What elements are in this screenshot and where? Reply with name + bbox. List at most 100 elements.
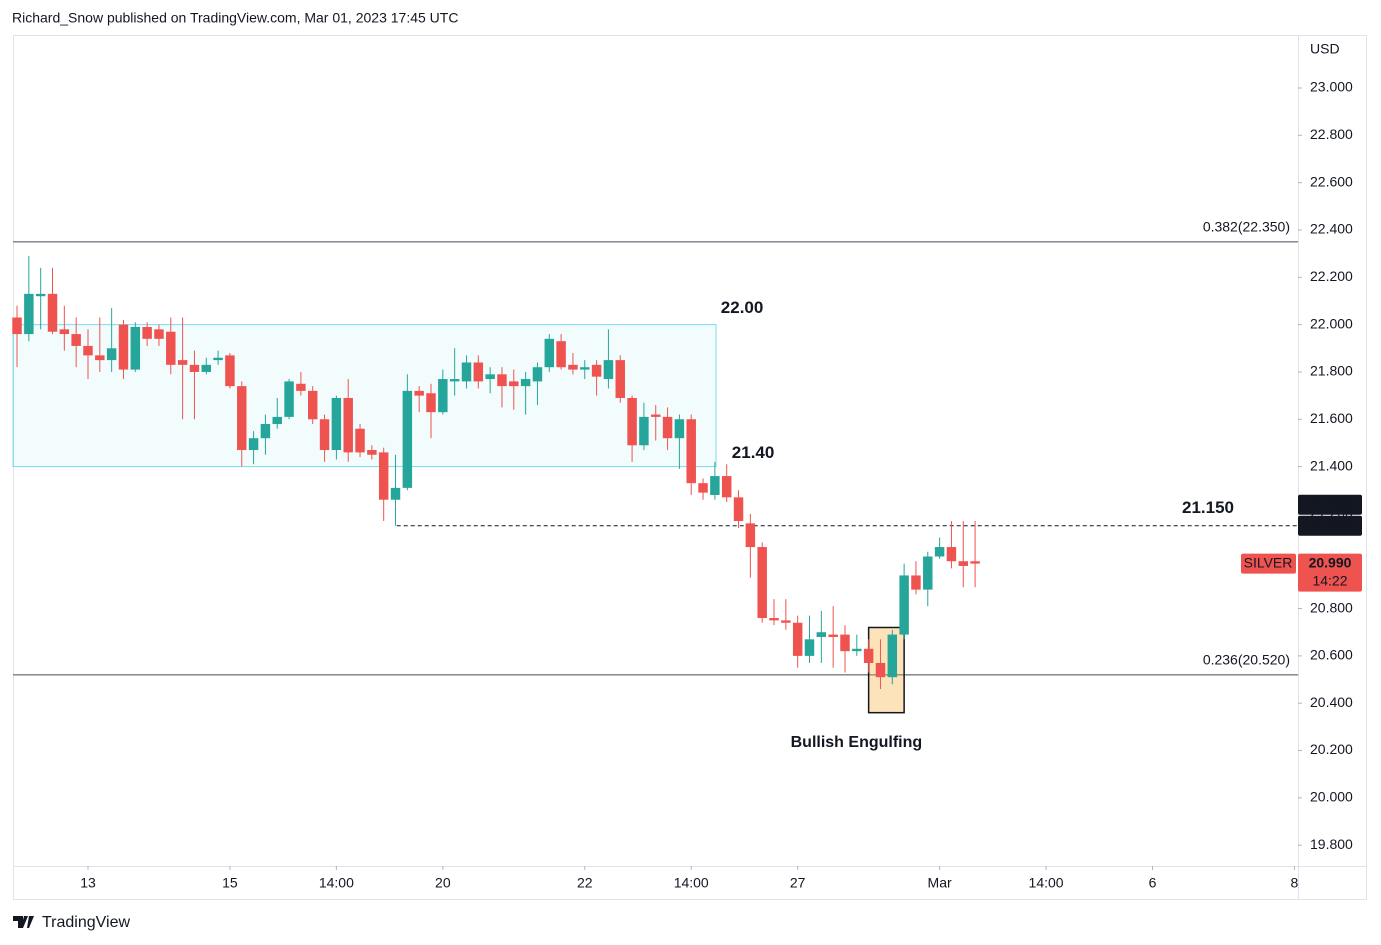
- symbol-tag: [1241, 553, 1296, 574]
- candle: [378, 447, 389, 522]
- y-tick-label: 20.200: [1310, 741, 1353, 757]
- candle: [852, 634, 862, 656]
- x-tick-label: 22: [577, 875, 593, 891]
- candle-body: [840, 634, 850, 652]
- candle: [556, 334, 566, 370]
- candle: [816, 610, 827, 663]
- candle-body: [118, 324, 129, 370]
- candle-body: [142, 326, 152, 339]
- candle-body: [71, 334, 81, 346]
- candle-body: [355, 428, 365, 453]
- candle-body: [757, 547, 767, 619]
- candle-body: [911, 575, 921, 590]
- x-tick-label: 14:00: [319, 875, 354, 891]
- candle-body: [662, 416, 673, 439]
- candle-body: [497, 374, 507, 387]
- dashed-level-label: 21.150: [1182, 498, 1234, 517]
- candle-body: [213, 357, 223, 361]
- candle: [828, 606, 838, 668]
- candle-body: [804, 639, 815, 656]
- candle-body: [47, 293, 58, 332]
- symbol-label: SILVER: [1244, 554, 1293, 570]
- candle-body: [426, 393, 436, 413]
- candle: [201, 357, 212, 375]
- x-tick-label: 8: [1291, 875, 1299, 891]
- candle: [213, 350, 223, 365]
- candle-body: [769, 618, 779, 621]
- candle-body: [272, 416, 282, 424]
- y-tick-label: 20.800: [1310, 599, 1353, 615]
- candle: [580, 360, 590, 380]
- candle-body: [899, 575, 909, 635]
- candle: [615, 355, 625, 403]
- candle: [177, 317, 188, 420]
- fib-label: 0.236(20.520): [1203, 652, 1290, 668]
- candle-body: [698, 483, 708, 493]
- candle: [390, 454, 401, 526]
- candle-body: [260, 423, 271, 439]
- candle: [461, 355, 472, 389]
- candle-body: [35, 293, 46, 297]
- x-tick-label: 13: [80, 875, 96, 891]
- candle-body: [83, 345, 93, 356]
- y-tick-label: 22.400: [1310, 221, 1353, 237]
- candle-body: [733, 497, 744, 522]
- candle: [343, 379, 353, 462]
- candle-body: [781, 620, 791, 623]
- candle-body: [544, 338, 555, 368]
- candle-body: [402, 390, 413, 488]
- x-tick-label: 6: [1149, 875, 1157, 891]
- candle-body: [414, 390, 424, 396]
- y-tick-label: 22.600: [1310, 173, 1353, 189]
- candle: [698, 478, 708, 500]
- candle-body: [319, 419, 330, 451]
- candle: [627, 395, 637, 462]
- candle: [958, 521, 968, 588]
- candle-body: [106, 348, 117, 361]
- candle: [83, 329, 93, 380]
- candle-body: [923, 556, 933, 590]
- candle: [71, 317, 81, 368]
- candle: [402, 374, 413, 491]
- candle-body: [946, 547, 957, 562]
- candle: [970, 521, 980, 588]
- candle: [130, 322, 141, 372]
- candle: [106, 308, 117, 372]
- y-tick-label: 21.600: [1310, 410, 1353, 426]
- candle: [544, 334, 555, 372]
- candle: [899, 563, 909, 640]
- candle-body: [875, 662, 886, 678]
- candle: [225, 353, 235, 389]
- candle-body: [390, 487, 401, 500]
- candle: [568, 353, 578, 375]
- candle: [923, 551, 933, 607]
- candle: [686, 414, 696, 495]
- candle: [272, 397, 282, 429]
- candle-body: [580, 367, 590, 370]
- x-tick-label: 14:00: [1029, 875, 1064, 891]
- candle: [118, 319, 129, 380]
- candle-body: [603, 360, 614, 380]
- candle-body: [331, 397, 342, 451]
- candle-body: [556, 341, 566, 368]
- candle: [651, 405, 661, 441]
- y-tick-label: 20.000: [1310, 789, 1353, 805]
- candle: [520, 371, 531, 415]
- header: Richard_Snow published on TradingView.co…: [12, 10, 458, 26]
- last-price-tag: [1298, 553, 1362, 592]
- candle-body: [237, 386, 247, 451]
- candle: [426, 383, 436, 439]
- y-tick-label: 19.800: [1310, 836, 1353, 852]
- candle-body: [189, 364, 200, 372]
- candle: [863, 639, 874, 673]
- candle-body: [225, 355, 235, 387]
- candle: [142, 322, 152, 346]
- candle-body: [970, 561, 980, 564]
- candle: [473, 355, 484, 389]
- countdown-label: 14:22: [1312, 572, 1347, 588]
- zone-top-label: 22.00: [721, 298, 764, 317]
- candle: [591, 360, 602, 396]
- candle-body: [686, 419, 696, 484]
- y-axis-label: USD: [1310, 41, 1340, 57]
